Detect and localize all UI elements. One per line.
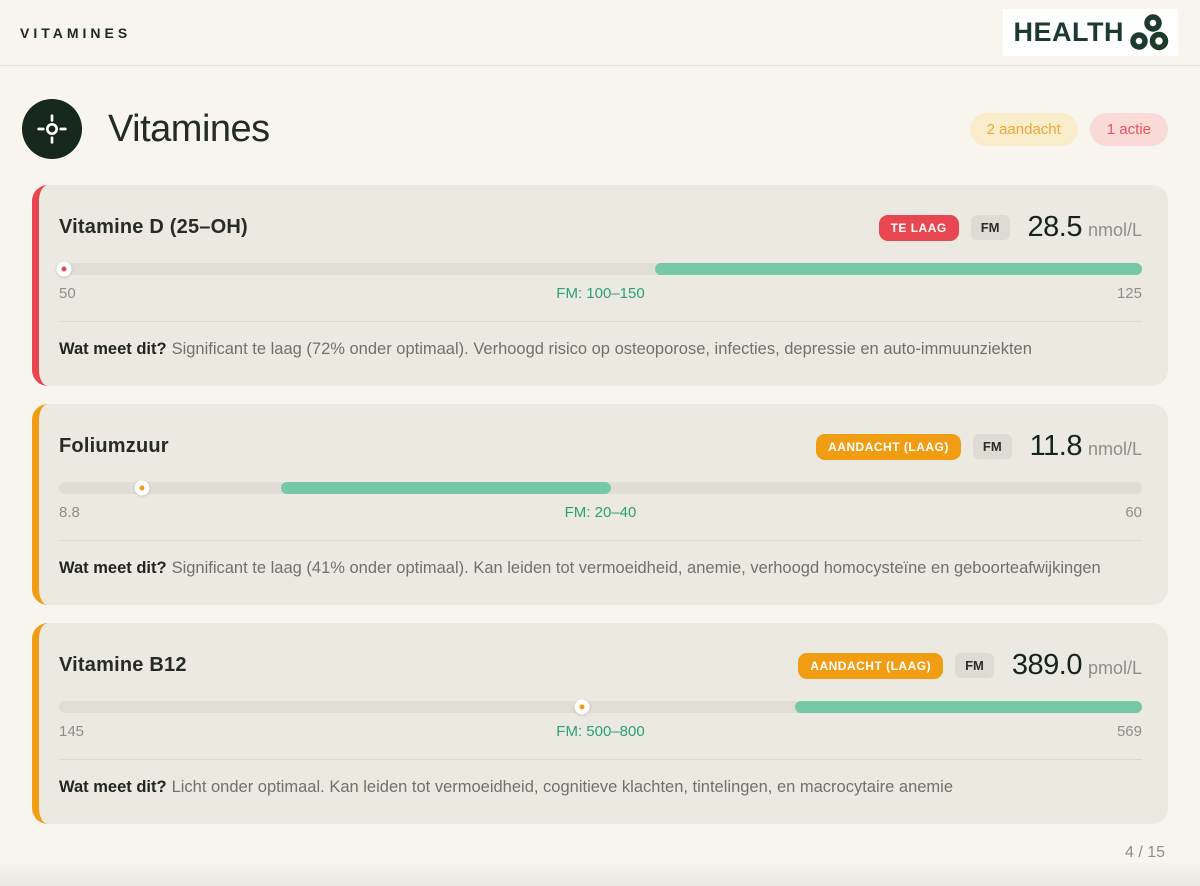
optimal-range-label: FM: 500–800: [556, 723, 645, 740]
source-badge: FM: [972, 434, 1012, 459]
description: Wat meet dit? Licht onder optimaal. Kan l…: [59, 775, 1142, 800]
description: Wat meet dit? Significant te laag (41% on…: [59, 556, 1142, 581]
source-badge: FM: [970, 215, 1010, 240]
scale-max: 125: [1116, 285, 1142, 302]
range-slider: [59, 480, 1142, 496]
bottom-fade: [0, 862, 1200, 886]
measurement-value: 389.0: [1011, 649, 1083, 681]
description-question: Wat meet dit?: [59, 778, 167, 796]
status-badge: TE LAAG: [878, 214, 959, 241]
measurement: 389.0 pmol/L: [1012, 649, 1142, 682]
three-rings-icon: [1130, 14, 1169, 51]
biomarker-name: Vitamine D (25–OH): [59, 216, 248, 238]
top-bar: VITAMINES HEALTH: [0, 0, 1200, 66]
biomarker-card-list: Vitamine D (25–OH) TE LAAG FM 28.5 nmol/…: [0, 185, 1200, 824]
description-question: Wat meet dit?: [59, 340, 167, 358]
measurement-value: 28.5: [1027, 211, 1083, 243]
measurement-value: 11.8: [1029, 430, 1083, 462]
page-title: Vitamines: [108, 107, 270, 150]
measurement: 28.5 nmol/L: [1028, 211, 1142, 244]
divider: [59, 759, 1142, 760]
scale-labels: 50 FM: 100–150 125: [59, 285, 1142, 302]
value-marker: [574, 699, 590, 715]
optimal-range-label: FM: 20–40: [564, 504, 637, 521]
attention-count-badge: 2 aandacht: [969, 112, 1078, 146]
section-nav-label: VITAMINES: [20, 24, 132, 41]
health-logo-text: HEALTH: [1013, 17, 1124, 47]
action-count-badge: 1 actie: [1089, 112, 1168, 146]
biomarker-name: Vitamine B12: [59, 654, 187, 676]
status-badge: AANDACHT (LAAG): [816, 433, 961, 460]
value-marker: [134, 480, 150, 496]
biomarker-name: Foliumzuur: [59, 435, 169, 457]
scale-max: 569: [1116, 723, 1142, 740]
optimal-range-label: FM: 100–150: [556, 285, 645, 302]
measurement-unit: nmol/L: [1087, 439, 1142, 459]
target-icon: [22, 99, 82, 159]
description-text: Significant te laag (41% onder optimaal)…: [171, 559, 1101, 577]
page-indicator: 4 / 15: [1124, 844, 1165, 861]
measurement-unit: nmol/L: [1087, 220, 1142, 240]
measurement: 11.8 nmol/L: [1030, 430, 1142, 463]
scale-labels: 145 FM: 500–800 569: [59, 723, 1142, 740]
scale-min: 145: [59, 723, 85, 740]
page-header: Vitamines 2 aandacht 1 actie: [22, 99, 1168, 159]
biomarker-card-foliumzuur: Foliumzuur AANDACHT (LAAG) FM 11.8 nmol/…: [32, 404, 1168, 605]
health-logo: HEALTH: [1002, 9, 1178, 56]
divider: [59, 321, 1142, 322]
description: Wat meet dit? Significant te laag (72% on…: [59, 337, 1142, 362]
scale-min: 8.8: [59, 504, 80, 521]
measurement-unit: pmol/L: [1087, 658, 1142, 678]
biomarker-card-vitamine-d: Vitamine D (25–OH) TE LAAG FM 28.5 nmol/…: [32, 185, 1168, 386]
range-slider: [59, 699, 1142, 715]
status-badge: AANDACHT (LAAG): [798, 652, 944, 679]
range-slider: [56, 261, 1142, 277]
value-marker: [56, 261, 72, 277]
description-text: Significant te laag (72% onder optimaal)…: [171, 340, 1032, 358]
divider: [59, 540, 1142, 541]
scale-max: 60: [1125, 504, 1142, 521]
optimal-range-bar: [654, 263, 1142, 275]
description-text: Licht onder optimaal. Kan leiden tot ver…: [171, 778, 954, 796]
optimal-range-bar: [281, 482, 612, 494]
summary-badges: 2 aandacht 1 actie: [969, 112, 1168, 146]
scale-min: 50: [59, 285, 76, 302]
biomarker-card-vitamine-b12: Vitamine B12 AANDACHT (LAAG) FM 389.0 pm…: [32, 623, 1168, 824]
description-question: Wat meet dit?: [59, 559, 167, 577]
optimal-range-bar: [795, 701, 1142, 713]
source-badge: FM: [955, 653, 994, 678]
scale-labels: 8.8 FM: 20–40 60: [59, 504, 1142, 521]
